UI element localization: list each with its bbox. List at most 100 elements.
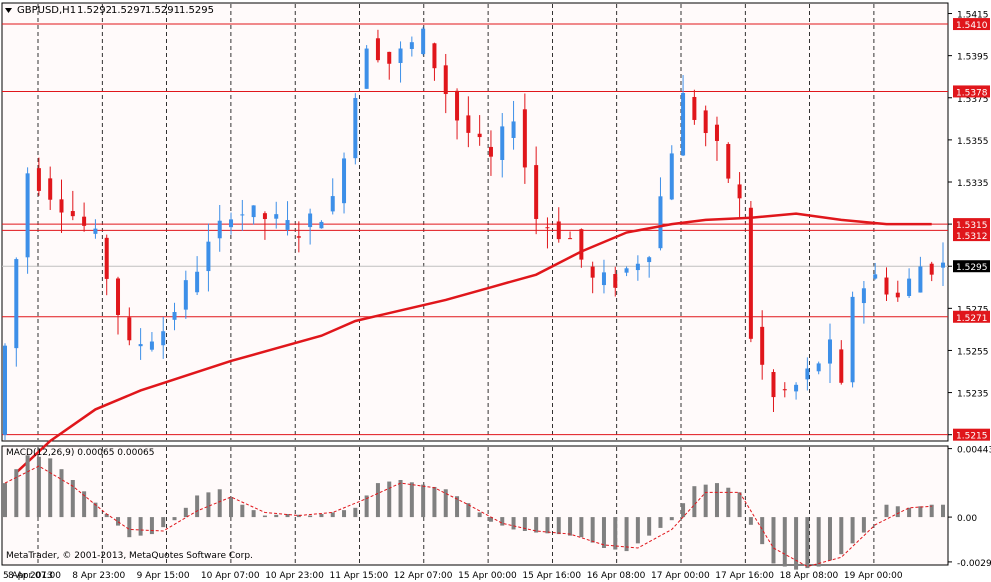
candle bbox=[59, 179, 64, 233]
candle bbox=[782, 382, 787, 398]
macd-histogram-bar bbox=[522, 517, 527, 531]
candle-body bbox=[116, 278, 121, 316]
candle-body bbox=[941, 262, 945, 268]
candle bbox=[895, 280, 900, 302]
macd-pane bbox=[1, 445, 949, 566]
candle bbox=[658, 177, 663, 251]
macd-y-tick-label: -0.0029 bbox=[957, 559, 991, 569]
candle-body bbox=[805, 368, 810, 380]
candle-body bbox=[884, 277, 889, 295]
macd-histogram-bar bbox=[274, 514, 279, 518]
candle bbox=[500, 113, 505, 178]
candle-body bbox=[398, 48, 403, 63]
candle-body bbox=[36, 168, 41, 191]
candle-body bbox=[330, 196, 335, 212]
y-tick-label: 1.5255 bbox=[957, 347, 989, 357]
macd-histogram-bar bbox=[466, 503, 471, 518]
x-tick-label: 11 Apr 15:00 bbox=[330, 571, 389, 581]
candle-body bbox=[3, 345, 7, 435]
macd-histogram-bar bbox=[285, 514, 290, 518]
candle bbox=[387, 51, 392, 80]
candle bbox=[398, 41, 403, 83]
macd-histogram-bar bbox=[794, 517, 799, 570]
macd-histogram-bar bbox=[827, 517, 832, 561]
macd-histogram-bar bbox=[771, 517, 776, 564]
candle bbox=[149, 332, 154, 352]
candle-body bbox=[319, 221, 324, 229]
candle bbox=[195, 256, 200, 296]
candle bbox=[884, 267, 889, 302]
candle-body bbox=[262, 213, 267, 220]
candle bbox=[556, 207, 561, 243]
y-tick-label: 1.5335 bbox=[957, 179, 989, 189]
x-tick-label: 15 Apr 00:00 bbox=[458, 571, 517, 581]
macd-histogram-bar bbox=[918, 506, 923, 518]
macd-histogram-bar bbox=[14, 469, 19, 518]
candle bbox=[850, 291, 855, 388]
x-tick-label: 5 Apr 2013 bbox=[3, 571, 53, 581]
candle-body bbox=[353, 97, 358, 159]
candle bbox=[466, 96, 471, 148]
macd-histogram-bar bbox=[941, 504, 945, 518]
macd-histogram-bar bbox=[726, 487, 731, 518]
candle-body bbox=[918, 266, 923, 293]
macd-histogram-bar bbox=[183, 507, 188, 518]
candle bbox=[748, 201, 753, 343]
macd-histogram-bar bbox=[443, 489, 448, 518]
macd-histogram-bar bbox=[500, 517, 505, 526]
candle-body bbox=[556, 221, 561, 240]
x-tick-label: 17 Apr 00:00 bbox=[651, 571, 710, 581]
moving-average-line bbox=[15, 212, 932, 474]
macd-histogram-bar bbox=[116, 517, 121, 526]
triangle-down-icon[interactable] bbox=[5, 8, 12, 13]
candle bbox=[353, 93, 358, 165]
x-tick-label: 17 Apr 16:00 bbox=[715, 571, 774, 581]
macd-histogram-bar bbox=[681, 503, 686, 518]
x-tick-label: 12 Apr 07:00 bbox=[394, 571, 453, 581]
candle bbox=[522, 93, 527, 184]
candle bbox=[206, 223, 211, 292]
macd-histogram-bar bbox=[884, 504, 889, 518]
macd-histogram-bar bbox=[613, 517, 618, 550]
candle-body bbox=[907, 278, 912, 296]
candle-body bbox=[443, 65, 448, 95]
level-price-label: 1.5410 bbox=[956, 21, 988, 31]
candle bbox=[455, 88, 460, 140]
candle-body bbox=[703, 110, 708, 134]
candle bbox=[873, 262, 878, 280]
candle-body bbox=[737, 184, 742, 199]
macd-histogram-bar bbox=[692, 486, 697, 518]
candle-body bbox=[285, 220, 290, 230]
candle-body bbox=[127, 317, 132, 341]
candle bbox=[692, 89, 697, 125]
macd-histogram-bar bbox=[873, 517, 878, 519]
x-tick-label: 19 Apr 00:00 bbox=[844, 571, 903, 581]
macd-histogram-bar bbox=[127, 517, 132, 538]
candle-body bbox=[522, 109, 527, 168]
candle-body bbox=[14, 259, 19, 349]
candle-body bbox=[409, 42, 414, 49]
macd-y-tick-label: 0.00 bbox=[957, 514, 977, 524]
macd-histogram-bar bbox=[635, 517, 640, 544]
candle-body bbox=[658, 196, 663, 249]
candle bbox=[217, 204, 222, 252]
macd-histogram-bar bbox=[172, 517, 177, 521]
candle bbox=[613, 266, 618, 297]
candle bbox=[375, 29, 380, 63]
candle-body bbox=[342, 158, 347, 204]
candle bbox=[805, 357, 810, 391]
candle-body bbox=[432, 43, 437, 69]
candle bbox=[918, 256, 923, 293]
candle-body bbox=[624, 268, 629, 273]
candle-body bbox=[195, 271, 200, 293]
level-price-tag bbox=[953, 18, 990, 31]
candle bbox=[14, 257, 19, 367]
candle-body bbox=[771, 372, 776, 398]
candle-body bbox=[760, 326, 765, 365]
level-price-tag bbox=[953, 218, 990, 231]
macd-histogram-bar bbox=[545, 517, 550, 534]
level-price-label: 1.5315 bbox=[956, 221, 988, 231]
macd-histogram-bar bbox=[25, 455, 30, 518]
candle bbox=[82, 202, 87, 232]
